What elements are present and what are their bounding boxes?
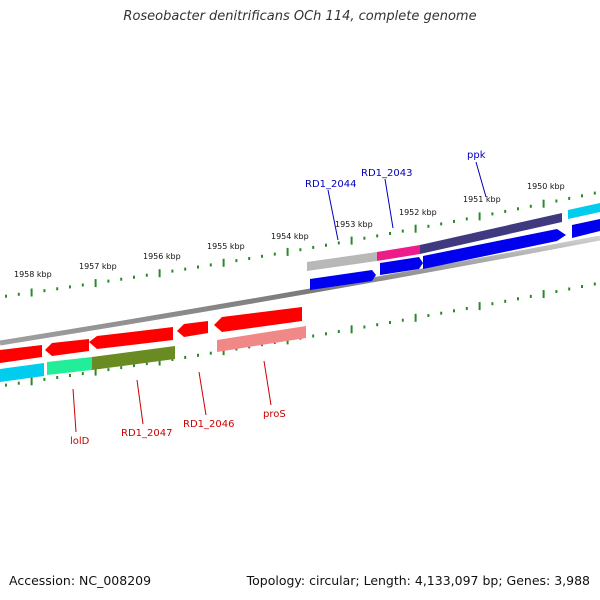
accession-text: Accession: NC_008209: [9, 573, 152, 588]
scale-label: 1952 kbp: [399, 208, 437, 217]
gene-label-rd1-2044[interactable]: RD1_2044: [305, 179, 356, 190]
cog-track-reverse: [0, 326, 306, 382]
cog-segment: [92, 346, 175, 370]
gene-label-rd1-2046[interactable]: RD1_2046: [183, 419, 234, 430]
leader-line: [72, 388, 77, 433]
gene-label-rd1-2043[interactable]: RD1_2043: [361, 168, 412, 179]
scale-label: 1957 kbp: [79, 262, 117, 271]
gene-loid[interactable]: [45, 339, 89, 356]
cog-segment: [377, 245, 420, 261]
gene-right-edge[interactable]: [572, 219, 600, 238]
genome-title: Roseobacter denitrificans OCh 114, compl…: [123, 9, 477, 24]
scale-label: 1953 kbp: [335, 220, 373, 229]
cog-segment: [217, 326, 306, 352]
gene-rd1-2043[interactable]: [380, 257, 423, 275]
cog-segment: [47, 357, 92, 375]
cog-track-forward: [307, 203, 600, 271]
scale-label: 1954 kbp: [271, 232, 309, 241]
cog-segment: [568, 203, 600, 219]
genes-reverse: [0, 307, 302, 363]
cog-segment: [420, 213, 562, 254]
scale-label: 1958 kbp: [14, 270, 52, 279]
scale-label: 1956 kbp: [143, 252, 181, 261]
gene-label-rd1-2047[interactable]: RD1_2047: [121, 428, 172, 439]
gene-rd1-2044[interactable]: [310, 270, 376, 290]
leader-line: [263, 360, 272, 406]
cog-segment: [307, 252, 377, 271]
leader-line: [136, 379, 144, 425]
genome-backbone: [0, 235, 600, 346]
leader-line: [198, 371, 207, 416]
upper-scale-ticks: [5, 191, 596, 298]
gene-rd1-2047[interactable]: [89, 327, 173, 349]
gene-label-ppk[interactable]: ppk: [467, 150, 486, 161]
cog-segment: [0, 363, 44, 382]
gene-ppk[interactable]: [423, 229, 566, 269]
gene-label-pros[interactable]: proS: [263, 409, 286, 420]
gene-label-loid[interactable]: lolD: [70, 436, 90, 447]
gene-rd1-2046[interactable]: [177, 321, 208, 337]
gene-left-edge[interactable]: [0, 345, 42, 363]
topology-text: Topology: circular; Length: 4,133,097 bp…: [246, 573, 590, 588]
scale-label: 1951 kbp: [463, 195, 501, 204]
gene-pros[interactable]: [214, 307, 302, 332]
leader-line: [327, 189, 339, 241]
leader-line: [384, 178, 394, 229]
leader-line: [475, 161, 487, 198]
scale-label: 1955 kbp: [207, 242, 245, 251]
scale-label: 1950 kbp: [527, 182, 565, 191]
genes-forward: [310, 219, 600, 290]
